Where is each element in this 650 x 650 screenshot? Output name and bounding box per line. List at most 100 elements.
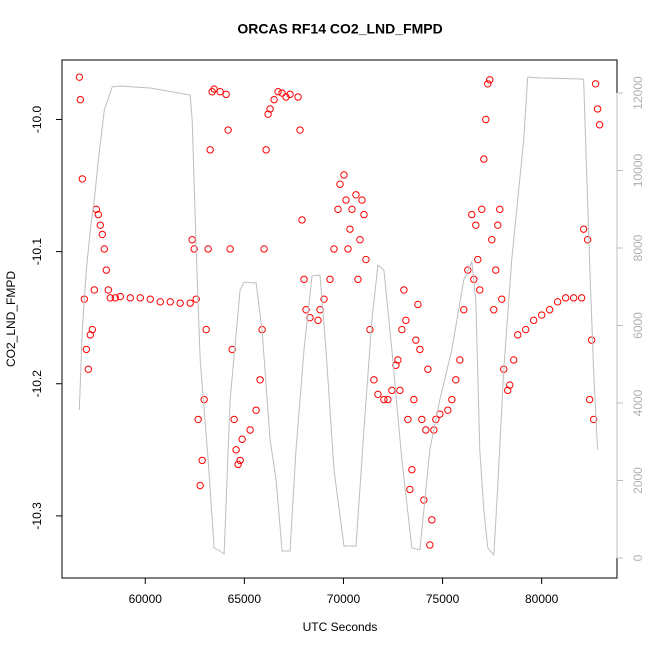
data-point [320, 295, 328, 303]
data-point [278, 89, 286, 97]
data-point [422, 426, 430, 434]
data-point [593, 105, 602, 113]
data-point [492, 266, 500, 274]
data-point [394, 356, 402, 364]
data-point [530, 316, 538, 325]
data-point [96, 221, 105, 229]
data-point [274, 88, 282, 96]
data-point [348, 205, 356, 214]
data-point [126, 294, 134, 302]
data-point [404, 415, 412, 424]
y-tick-label: -10.2 [30, 370, 44, 398]
data-point [186, 299, 194, 307]
data-point [412, 336, 420, 344]
y-tick-label: -10.3 [30, 502, 44, 530]
y2-tick-label: 6000 [631, 312, 645, 339]
data-point [260, 245, 268, 253]
data-point [106, 294, 115, 302]
data-point [432, 415, 440, 424]
data-point [496, 205, 504, 214]
data-point [583, 236, 592, 244]
data-point [75, 73, 84, 81]
data-point [246, 426, 254, 434]
data-point [156, 298, 164, 306]
data-point [416, 345, 424, 354]
data-point [234, 460, 242, 469]
data-point [569, 294, 578, 302]
data-point [396, 386, 404, 395]
data-point [98, 230, 107, 239]
data-point [585, 395, 594, 404]
data-point [270, 95, 278, 104]
data-point [506, 381, 514, 389]
data-point [561, 294, 570, 302]
data-point [478, 205, 486, 214]
data-point [342, 196, 350, 204]
data-point [468, 210, 476, 219]
data-point [595, 121, 604, 129]
data-point [398, 325, 406, 334]
data-point [232, 446, 240, 454]
data-point [384, 395, 392, 404]
data-point [306, 313, 314, 322]
data-point [480, 155, 488, 163]
data-point [352, 191, 360, 199]
data-point [476, 286, 484, 294]
data-point [198, 456, 206, 465]
data-point [266, 105, 274, 113]
data-point [346, 225, 354, 233]
data-point [238, 435, 246, 443]
data-point [488, 236, 496, 244]
data-point [360, 210, 368, 219]
data-point [252, 406, 260, 414]
x-axis-label: UTC Seconds [303, 620, 378, 634]
data-point [190, 245, 198, 253]
data-point [336, 180, 344, 188]
data-point [226, 245, 234, 253]
data-point [356, 236, 364, 244]
data-point [340, 171, 348, 179]
data-point [88, 325, 97, 334]
data-point [474, 255, 482, 264]
data-point [204, 245, 212, 253]
data-point [84, 365, 93, 373]
data-point [78, 175, 87, 183]
data-point [456, 356, 464, 364]
data-point [362, 255, 370, 264]
data-point [196, 481, 204, 490]
data-point [402, 316, 410, 325]
y-tick-label: -10.1 [30, 238, 44, 266]
data-point [486, 76, 494, 84]
data-point [460, 306, 468, 314]
data-point [408, 465, 416, 474]
data-point [111, 294, 119, 302]
chart-title: ORCAS RF14 CO2_LND_FMPD [237, 21, 442, 37]
data-point [448, 395, 456, 404]
data-point [553, 298, 562, 306]
data-point [228, 345, 236, 354]
data-point [200, 395, 208, 404]
x-tick-label: 60000 [129, 592, 163, 606]
data-point [545, 306, 554, 314]
data-point [90, 286, 99, 294]
data-point [428, 516, 436, 524]
y2-tick-label: 12000 [631, 76, 645, 110]
data-point [104, 286, 113, 294]
data-point [464, 266, 472, 274]
data-point [370, 376, 378, 384]
y-tick-label: -10.0 [30, 105, 44, 133]
data-point [330, 245, 338, 253]
x-tick-label: 80000 [525, 592, 559, 606]
data-point [298, 216, 306, 224]
data-point [587, 336, 596, 344]
data-point [482, 115, 490, 124]
data-point [216, 88, 224, 96]
data-point [514, 331, 522, 339]
y2-tick-label: 2000 [631, 467, 645, 494]
data-point [176, 299, 184, 307]
data-point [194, 415, 202, 424]
data-point [82, 345, 91, 354]
